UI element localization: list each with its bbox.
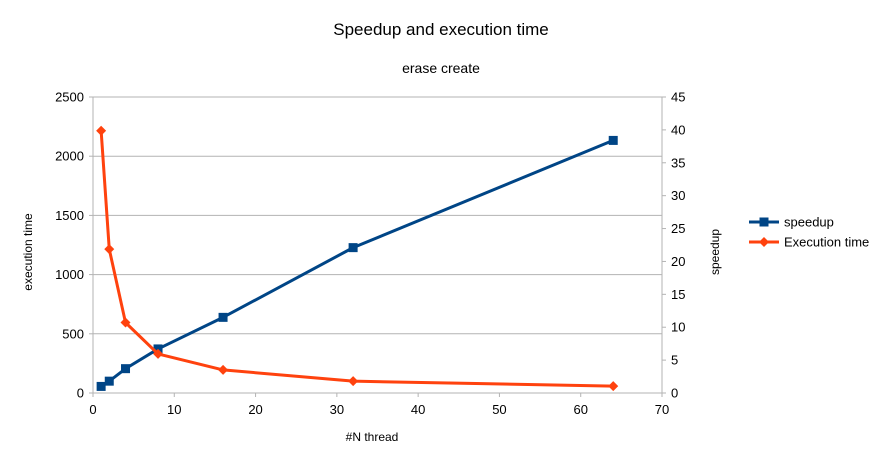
series-line-speedup — [100, 139, 614, 388]
x-tick-label: 60 — [573, 402, 587, 417]
data-point-execution-time — [104, 244, 115, 255]
x-tick-label: 0 — [89, 402, 96, 417]
data-point-speedup — [608, 135, 618, 145]
x-tick-label: 30 — [330, 402, 344, 417]
legend-label: speedup — [784, 215, 834, 230]
x-tick-label: 40 — [411, 402, 425, 417]
legend-item-execution-time: Execution time — [749, 235, 869, 250]
left-y-tick-label: 2500 — [55, 90, 84, 105]
axes — [89, 96, 666, 397]
data-point-execution-time — [96, 125, 107, 136]
right-y-tick-labels: 0 5 10 15 20 25 30 35 40 45 — [671, 90, 685, 401]
data-point-execution-time — [120, 317, 131, 328]
series-line-execution-time — [99, 130, 614, 388]
left-y-tick-label: 1500 — [55, 208, 84, 223]
data-point-speedup — [96, 381, 106, 391]
right-y-tick-label: 0 — [671, 386, 678, 401]
legend-swatch-marker — [759, 237, 769, 247]
left-y-tick-label: 2000 — [55, 149, 84, 164]
legend-swatch-marker — [759, 217, 769, 227]
data-point-speedup — [104, 376, 114, 386]
left-y-axis-label: execution time — [21, 213, 35, 291]
series-execution-time — [96, 125, 619, 392]
right-y-tick-label: 25 — [671, 221, 685, 236]
data-point-speedup — [218, 312, 228, 322]
series-speedup — [96, 135, 618, 391]
chart-subtitle: erase create — [402, 60, 480, 76]
left-y-tick-labels: 0 500 1000 1500 2000 2500 — [55, 90, 84, 401]
data-point-execution-time — [153, 348, 164, 359]
series-layer — [96, 125, 619, 392]
legend: speedup Execution time — [749, 215, 869, 250]
x-tick-labels: 0 10 20 30 40 50 60 70 — [89, 402, 669, 417]
right-y-tick-label: 30 — [671, 188, 685, 203]
data-point-speedup — [121, 364, 131, 374]
right-y-tick-label: 35 — [671, 155, 685, 170]
gridlines — [93, 96, 662, 335]
legend-label: Execution time — [784, 235, 869, 250]
right-y-tick-label: 40 — [671, 122, 685, 137]
right-y-axis-label: speedup — [708, 229, 722, 275]
x-tick-label: 70 — [655, 402, 669, 417]
x-tick-label: 50 — [492, 402, 506, 417]
data-point-execution-time — [348, 376, 359, 387]
right-y-tick-label: 20 — [671, 254, 685, 269]
x-tick-label: 10 — [167, 402, 181, 417]
right-y-tick-label: 10 — [671, 320, 685, 335]
x-tick-label: 20 — [248, 402, 262, 417]
right-y-tick-label: 45 — [671, 90, 685, 105]
left-y-tick-label: 0 — [77, 386, 84, 401]
x-axis-label: #N thread — [346, 430, 399, 444]
data-point-speedup — [348, 243, 358, 253]
data-point-execution-time — [218, 364, 229, 375]
right-y-tick-label: 15 — [671, 287, 685, 302]
left-y-tick-label: 1000 — [55, 267, 84, 282]
legend-item-speedup: speedup — [749, 215, 834, 230]
left-y-tick-label: 500 — [62, 326, 84, 341]
right-y-tick-label: 5 — [671, 353, 678, 368]
data-point-execution-time — [608, 381, 619, 392]
chart-title: Speedup and execution time — [333, 20, 549, 39]
